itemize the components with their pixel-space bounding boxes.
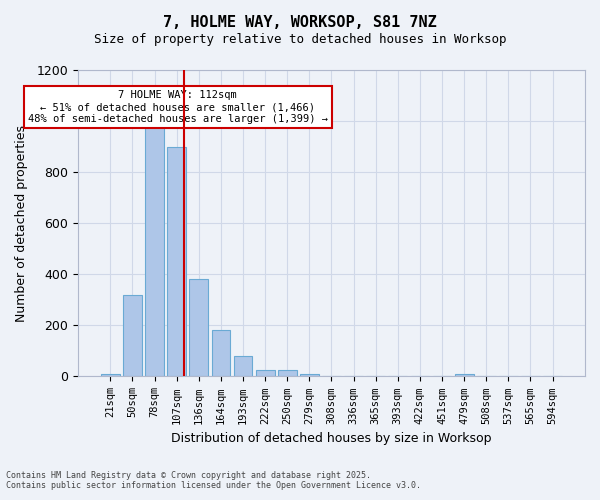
Text: Size of property relative to detached houses in Worksop: Size of property relative to detached ho… bbox=[94, 32, 506, 46]
Bar bbox=[190, 280, 208, 376]
Bar bbox=[300, 374, 319, 376]
Bar bbox=[233, 356, 253, 376]
Bar bbox=[145, 121, 164, 376]
Bar bbox=[123, 294, 142, 376]
X-axis label: Distribution of detached houses by size in Worksop: Distribution of detached houses by size … bbox=[171, 432, 492, 445]
Bar bbox=[167, 146, 186, 376]
Bar bbox=[212, 330, 230, 376]
Bar bbox=[455, 374, 473, 376]
Bar bbox=[278, 370, 296, 376]
Text: Contains HM Land Registry data © Crown copyright and database right 2025.
Contai: Contains HM Land Registry data © Crown c… bbox=[6, 470, 421, 490]
Text: 7 HOLME WAY: 112sqm
← 51% of detached houses are smaller (1,466)
48% of semi-det: 7 HOLME WAY: 112sqm ← 51% of detached ho… bbox=[28, 90, 328, 124]
Y-axis label: Number of detached properties: Number of detached properties bbox=[15, 124, 28, 322]
Bar bbox=[101, 374, 120, 376]
Bar bbox=[256, 370, 275, 376]
Text: 7, HOLME WAY, WORKSOP, S81 7NZ: 7, HOLME WAY, WORKSOP, S81 7NZ bbox=[163, 15, 437, 30]
